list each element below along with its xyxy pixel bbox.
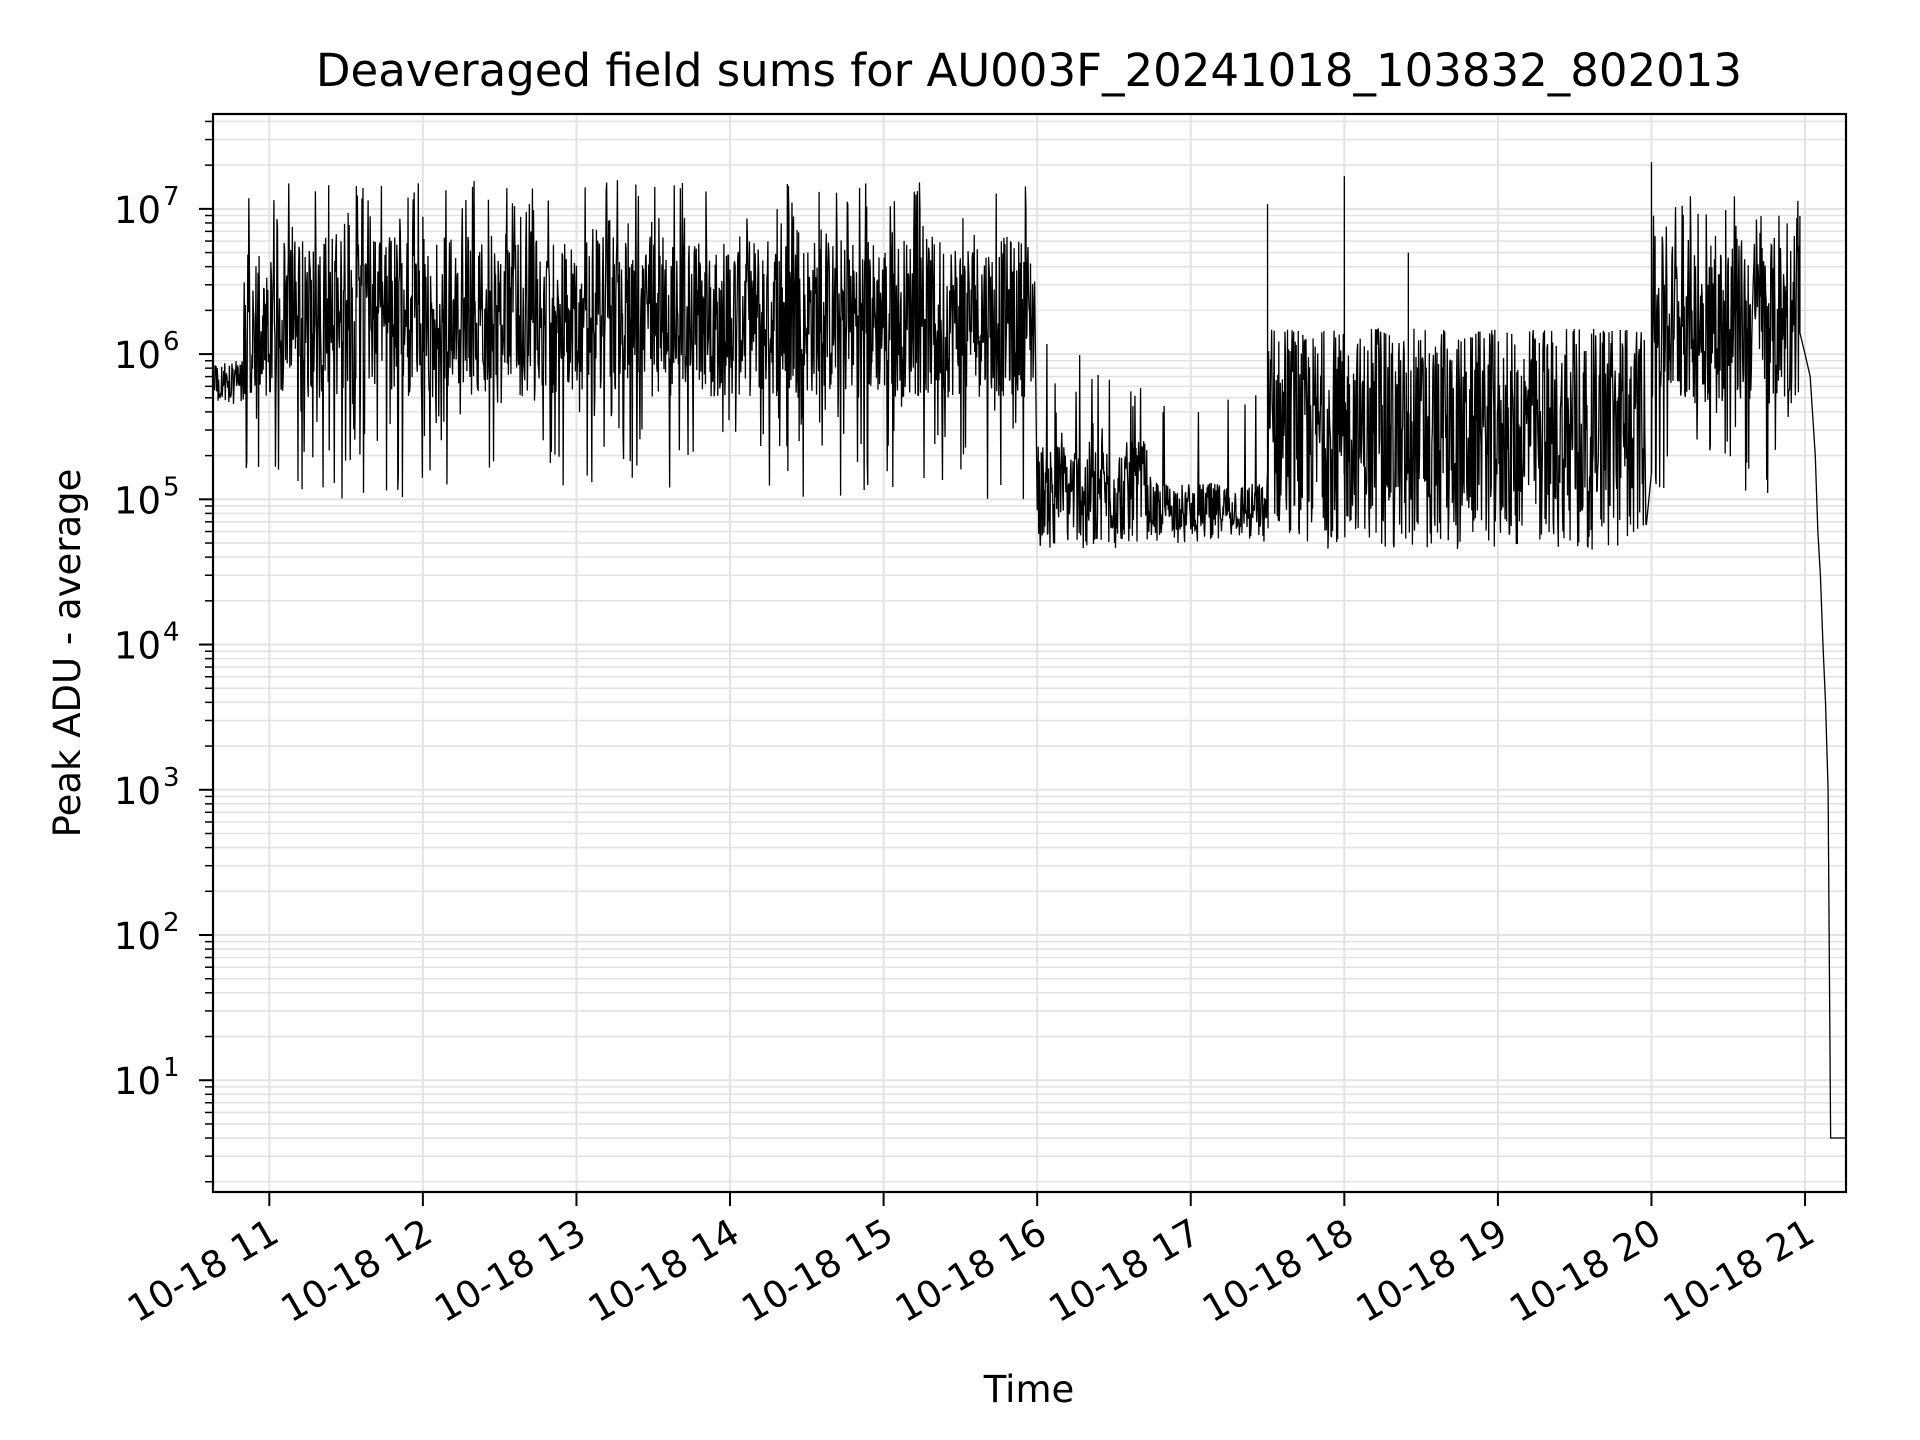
y-tick-label-base: 10 [114,625,161,668]
y-tick-label: 10 2 [114,908,180,958]
series-line [212,162,1846,1139]
chart-title: Deaveraged field sums for AU003F_2024101… [316,44,1742,97]
plot-area-frame [211,112,1848,1194]
y-tick-label-exponent: 4 [163,618,180,648]
y-tick-label: 10 4 [114,618,180,668]
y-tick-label: 10 5 [114,472,180,522]
y-tick-label-exponent: 2 [163,908,180,938]
y-tick-label: 10 1 [114,1053,180,1103]
y-tick-label-base: 10 [114,334,161,377]
x-axis-label: Time [983,1368,1075,1411]
y-tick-label-exponent: 6 [163,327,180,357]
y-tick-label-exponent: 7 [163,182,180,212]
y-tick-label-exponent: 5 [163,472,180,502]
y-tick-label-base: 10 [114,915,161,958]
y-tick-label-base: 10 [114,189,161,232]
y-tick-label-base: 10 [114,770,161,813]
y-tick-label: 10 6 [114,327,180,377]
y-tick-label-base: 10 [114,479,161,522]
y-tick-label-exponent: 1 [163,1053,180,1083]
y-tick-label: 10 3 [114,763,180,813]
y-tick-label-base: 10 [114,1060,161,1103]
y-tick-label: 10 7 [114,182,180,232]
y-axis-label: Peak ADU - average [46,469,89,838]
series-line-layer [212,162,1846,1139]
y-tick-label-exponent: 3 [163,763,180,793]
